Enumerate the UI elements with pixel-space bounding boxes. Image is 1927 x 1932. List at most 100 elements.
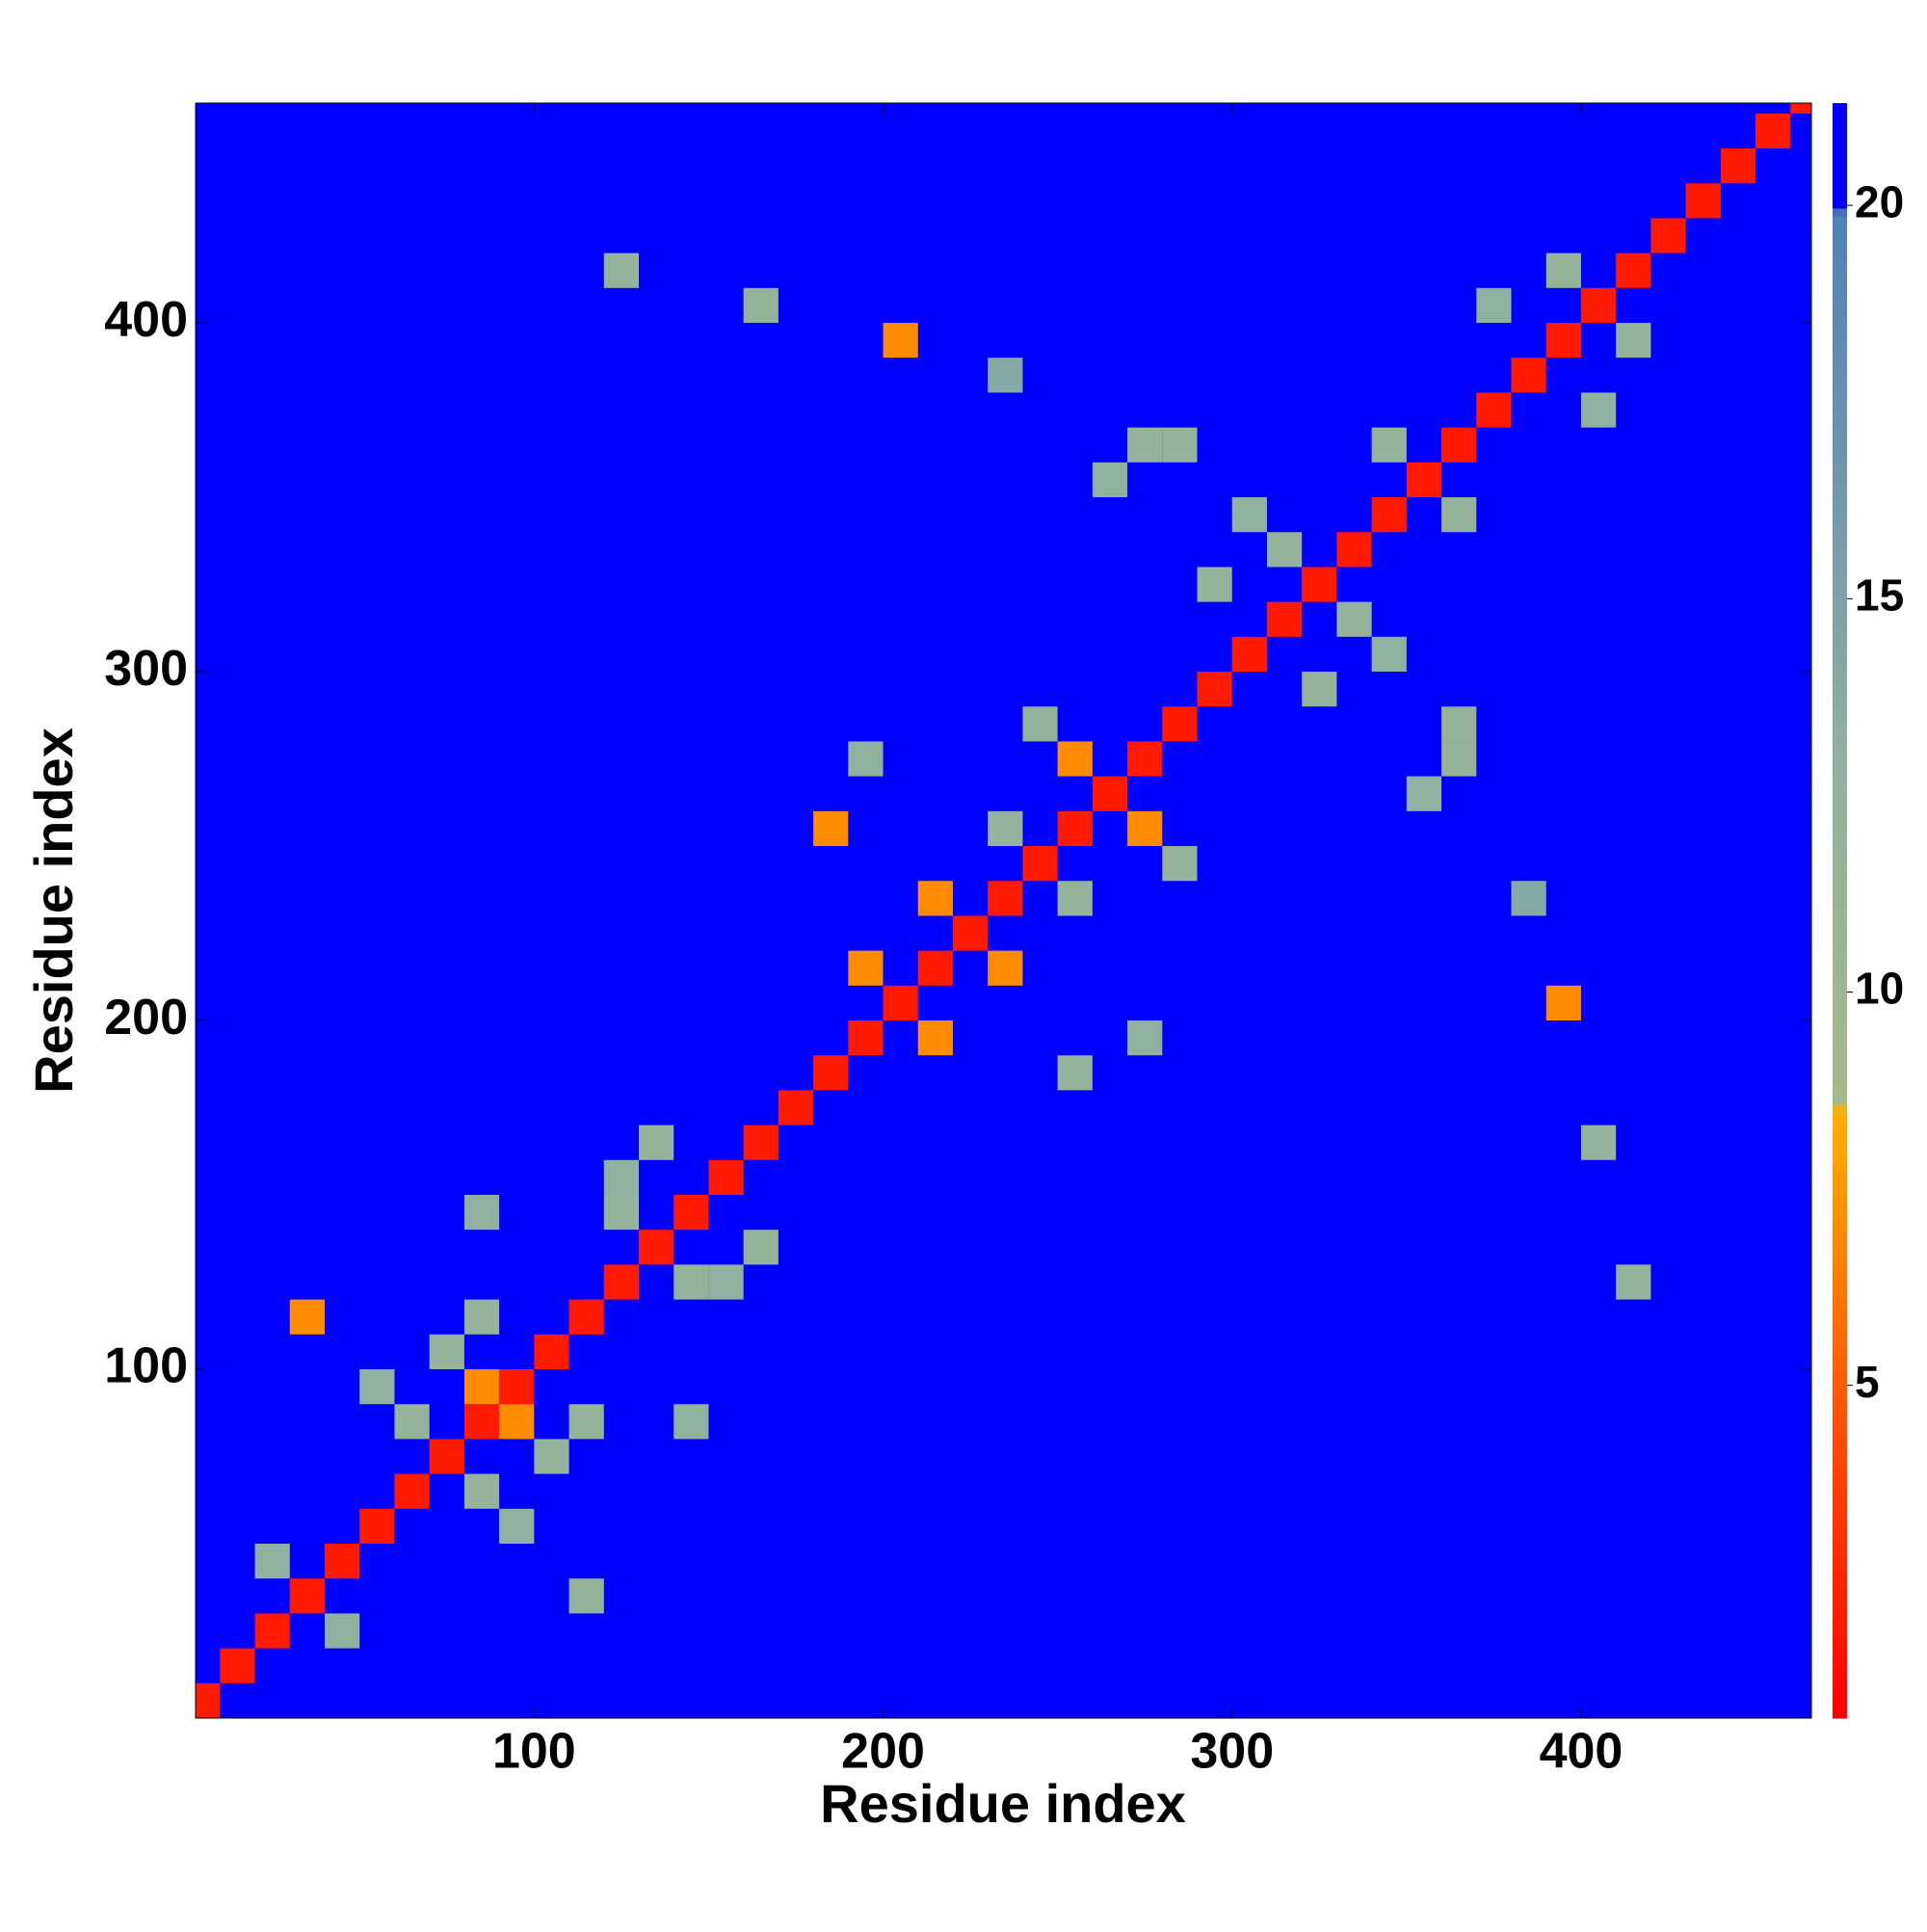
colorbar-segment (1833, 103, 1847, 112)
heatmap-cell (848, 1020, 884, 1056)
colorbar-segment (1833, 1678, 1847, 1686)
heatmap-cell (1720, 148, 1756, 184)
colorbar-segment (1833, 1031, 1847, 1041)
heatmap-cell (1441, 706, 1477, 742)
colorbar-segment (1833, 466, 1847, 475)
colorbar-segment (1833, 1047, 1847, 1057)
colorbar-segment (1833, 1233, 1847, 1243)
colorbar-segment (1833, 434, 1847, 443)
heatmap-cell (603, 252, 639, 288)
colorbar-segment (1833, 1443, 1847, 1452)
colorbar-segment (1833, 749, 1847, 758)
colorbar-segment (1833, 797, 1847, 807)
heatmap-cell (534, 1439, 569, 1474)
colorbar-segment (1833, 1120, 1847, 1129)
colorbar-segment (1833, 1621, 1847, 1630)
colorbar-segment (1833, 813, 1847, 823)
heatmap-cell (1092, 462, 1128, 498)
colorbar-segment (1833, 1249, 1847, 1258)
colorbar-segment (1833, 143, 1847, 152)
heatmap-cell (1162, 846, 1198, 882)
heatmap-cell (254, 1544, 290, 1579)
colorbar-segment (1833, 732, 1847, 742)
colorbar-segment (1833, 159, 1847, 169)
colorbar-segment (1833, 183, 1847, 193)
colorbar-segment (1833, 1169, 1847, 1178)
heatmap-cell (743, 1230, 779, 1265)
heatmap-cell (883, 985, 918, 1021)
heatmap-cell (848, 950, 884, 986)
heatmap-cell (1441, 497, 1477, 533)
colorbar-segment (1833, 1499, 1847, 1509)
heatmap-cell (289, 1578, 326, 1614)
heatmap-cell (603, 1264, 639, 1300)
heatmap-cell (499, 1404, 535, 1440)
colorbar-segment (1833, 1370, 1847, 1380)
colorbar-segment (1833, 288, 1847, 298)
colorbar-segment (1833, 765, 1847, 775)
colorbar-segment (1833, 918, 1847, 928)
heatmap-cell (603, 1195, 639, 1231)
colorbar-segment (1833, 402, 1847, 410)
colorbar-segment (1833, 636, 1847, 645)
heatmap-cell (568, 1404, 604, 1440)
heatmap-cell (1580, 392, 1617, 428)
heatmap-cell (673, 1404, 709, 1440)
colorbar-segment (1833, 482, 1847, 491)
heatmap-cell (1197, 567, 1232, 602)
colorbar-segment (1833, 151, 1847, 161)
plot-area (196, 103, 1811, 1718)
heatmap-cell (359, 1369, 395, 1405)
colorbar-segment (1833, 1628, 1847, 1638)
heatmap-cell (1162, 427, 1198, 463)
colorbar-segment (1833, 1088, 1847, 1098)
heatmap-cell (429, 1439, 464, 1474)
colorbar-segment (1833, 878, 1847, 887)
heatmap-cell (988, 881, 1023, 916)
y-axis-label: Residue index (23, 728, 84, 1094)
colorbar-segment (1833, 781, 1847, 790)
colorbar-segment (1833, 1274, 1847, 1283)
colorbar-segment (1833, 1023, 1847, 1033)
colorbar-segment (1833, 1451, 1847, 1461)
colorbar-segment (1833, 660, 1847, 670)
colorbar-segment (1833, 845, 1847, 855)
colorbar-segment (1833, 611, 1847, 621)
heatmap-cell (743, 1125, 779, 1160)
colorbar-segment (1833, 546, 1847, 556)
heatmap-cell (1790, 103, 1811, 114)
colorbar-segment (1833, 207, 1847, 217)
colorbar-segment (1833, 1354, 1847, 1363)
colorbar-segment (1833, 1128, 1847, 1138)
colorbar-tick-label: 15 (1855, 569, 1904, 620)
colorbar-segment (1833, 353, 1847, 362)
colorbar-segment (1833, 522, 1847, 532)
colorbar-segment (1833, 950, 1847, 960)
heatmap-cell (708, 1159, 744, 1196)
colorbar-segment (1833, 1007, 1847, 1017)
colorbar-segment (1833, 595, 1847, 605)
heatmap-cell (1127, 427, 1163, 463)
colorbar-segment (1833, 264, 1847, 274)
colorbar-segment (1833, 854, 1847, 863)
heatmap-cell (1580, 1125, 1617, 1160)
colorbar-segment (1833, 1055, 1847, 1065)
x-tick-label: 200 (841, 1724, 925, 1780)
x-tick-label: 100 (492, 1724, 576, 1780)
heatmap-cell (463, 1404, 500, 1440)
colorbar-segment (1833, 902, 1847, 912)
colorbar-segment (1833, 837, 1847, 847)
colorbar-segment (1833, 1306, 1847, 1315)
colorbar-segment (1833, 240, 1847, 250)
heatmap-cell (1162, 706, 1198, 742)
heatmap-cell (1022, 706, 1058, 742)
colorbar-segment (1833, 1265, 1847, 1275)
heatmap-cell (1616, 1264, 1651, 1300)
colorbar-segment (1833, 991, 1847, 1000)
colorbar-segment (1833, 1669, 1847, 1679)
colorbar-segment (1833, 329, 1847, 338)
colorbar-segment (1833, 935, 1847, 944)
colorbar-segment (1833, 1363, 1847, 1372)
heatmap-cell (1057, 881, 1093, 916)
colorbar-segment (1833, 1653, 1847, 1662)
